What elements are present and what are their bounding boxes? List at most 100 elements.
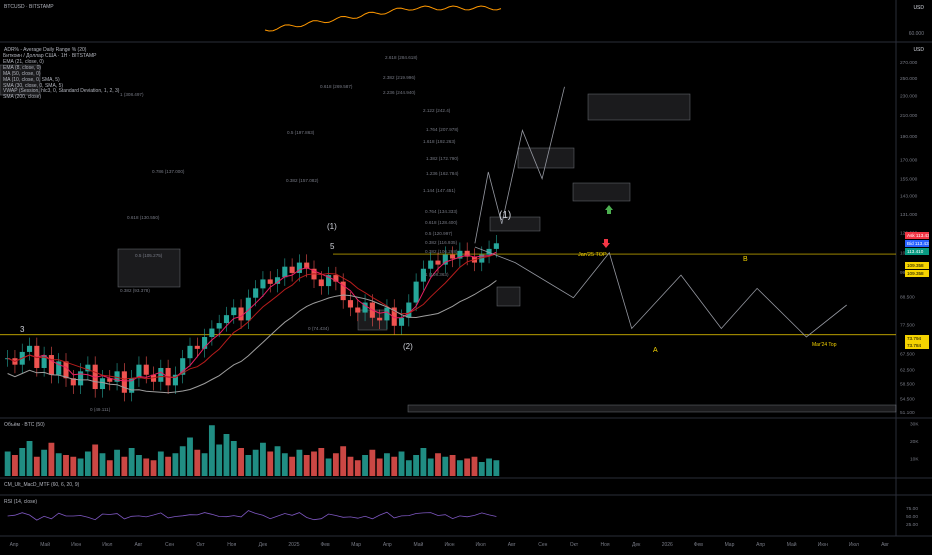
wave-2-label: (2) xyxy=(403,342,413,351)
candle-body-33 xyxy=(245,297,251,321)
price-axis-label-13: 77.500 xyxy=(900,322,915,328)
volume-bar-4 xyxy=(33,456,40,476)
volume-bar-8 xyxy=(63,455,69,476)
volume-bar-32 xyxy=(238,448,244,476)
volume-bar-62 xyxy=(456,460,463,476)
candle-body-45 xyxy=(333,275,339,282)
volume-bar-48 xyxy=(354,460,361,476)
candle-body-40 xyxy=(296,262,302,273)
candle-body-18 xyxy=(136,364,142,379)
volume-bar-5 xyxy=(41,449,48,476)
fib-label-23: 0 (49.111) xyxy=(90,407,111,412)
indicator-legend[interactable]: Биткоин / Доллар США · 1Н · BITSTAMP EMA… xyxy=(3,53,120,101)
volume-bar-45 xyxy=(332,453,339,476)
legend-ema-8[interactable]: EMA (8, close, 0) xyxy=(3,64,42,71)
volume-bar-35 xyxy=(260,442,266,476)
fib-label-15: 0.618 (130.550) xyxy=(127,215,160,220)
volume-bar-10 xyxy=(77,458,84,476)
volume-bar-19 xyxy=(143,458,150,476)
volume-bar-58 xyxy=(427,458,434,476)
volume-bar-28 xyxy=(208,425,215,476)
volume-bar-37 xyxy=(274,446,281,476)
currency-label-top[interactable]: USD xyxy=(913,5,924,11)
volume-bar-16 xyxy=(121,456,128,476)
legend-sma-30[interactable]: SMA (30, close, 0, SMA, 5) xyxy=(3,82,64,89)
fib-label-10: 0.382 (157.082) xyxy=(286,178,319,183)
red-arrow-icon xyxy=(602,239,610,248)
rsi-tick-1: 50.00 xyxy=(906,514,918,520)
candle-body-60 xyxy=(442,254,448,265)
volume-bar-11 xyxy=(84,451,91,476)
volume-bar-54 xyxy=(398,451,405,476)
fib-label-18: 1 (108.363) xyxy=(425,272,449,277)
time-axis-label-15: Июл xyxy=(476,542,486,548)
candle-body-23 xyxy=(172,374,178,386)
time-axis-label-23: Мар xyxy=(725,542,735,548)
volume-bar-67 xyxy=(493,460,500,476)
volume-bar-25 xyxy=(187,437,193,476)
volume-bar-33 xyxy=(245,455,252,476)
candle-body-17 xyxy=(129,378,135,393)
candle-body-52 xyxy=(384,307,390,321)
zone-target-2 xyxy=(572,182,631,202)
time-axis-label-24: Апр xyxy=(756,542,765,548)
price-tag-6: 73.784 xyxy=(905,342,929,349)
price-axis-label-3: 210.000 xyxy=(900,113,918,119)
zone-wave3 xyxy=(0,64,41,96)
price-axis-label-8: 131.000 xyxy=(900,212,918,218)
time-axis-label-28: Авг xyxy=(881,542,889,548)
volume-bar-51 xyxy=(376,458,383,476)
fib-label-17: 0.382 (116.935) xyxy=(425,240,458,245)
time-axis-label-2: Июн xyxy=(71,542,81,548)
wave-3-label: 3 xyxy=(20,325,25,334)
volume-bar-14 xyxy=(106,460,113,476)
ema-8-line xyxy=(7,251,497,382)
time-axis-label-16: Авг xyxy=(508,542,516,548)
volume-bar-52 xyxy=(384,453,390,476)
candle-body-57 xyxy=(420,268,426,282)
legend-sma-200[interactable]: SMA (200, close) xyxy=(3,94,42,101)
green-arrow-icon xyxy=(605,205,613,214)
candle-body-29 xyxy=(216,323,222,329)
candle-body-51 xyxy=(377,317,383,321)
price-tag-4: 109.358 xyxy=(905,270,929,277)
adr-panel-title[interactable]: ADR% - Average Daily Range % (20) xyxy=(4,47,87,53)
legend-ma-10[interactable]: MA (10, close, 0, SMA, 5) xyxy=(3,76,60,83)
candle-body-5 xyxy=(41,355,47,368)
candle-body-37 xyxy=(274,277,281,284)
volume-bar-66 xyxy=(486,458,492,476)
candle-body-14 xyxy=(107,378,113,382)
rsi-panel-title[interactable]: RSI (14, close) xyxy=(4,499,38,505)
volume-bar-15 xyxy=(114,449,120,476)
legend-ma-50[interactable]: MA (50, close, 0) xyxy=(3,70,41,77)
volume-bar-18 xyxy=(136,455,142,476)
legend-ema-21[interactable]: EMA (21, close, 0) xyxy=(3,58,44,65)
macd-panel-title[interactable]: CM_Ult_MacD_MTF (60, 6, 20, 9) xyxy=(4,482,80,488)
currency-label-main[interactable]: USD xyxy=(913,47,924,53)
candle-body-67 xyxy=(493,243,499,249)
time-axis-label-20: Дек xyxy=(632,542,641,548)
candle-body-61 xyxy=(450,254,456,259)
time-axis-label-5: Сен xyxy=(165,542,174,548)
price-tag-3: 109.358 xyxy=(905,262,929,269)
fib-label-8: 1.382 (172.790) xyxy=(426,156,459,161)
candle-body-6 xyxy=(48,355,54,375)
fib-label-0: 2.618 (284.618) xyxy=(385,55,418,60)
legend-vwap[interactable]: VWAP (Session, hlc3, 0, Standard Deviati… xyxy=(3,88,120,95)
fib-label-19: 0.5 (105.275) xyxy=(135,253,163,258)
candle-body-56 xyxy=(413,281,419,303)
time-axis-label-21: 2026 xyxy=(662,542,673,548)
price-axis-label-16: 58.500 xyxy=(900,382,915,388)
volume-bar-22 xyxy=(165,456,172,476)
volume-bar-0 xyxy=(4,451,11,476)
candle-body-63 xyxy=(464,250,470,257)
time-axis-label-4: Авг xyxy=(135,542,143,548)
candle-body-9 xyxy=(70,378,76,386)
time-axis-label-17: Сен xyxy=(538,542,547,548)
time-axis-label-18: Окт xyxy=(570,542,579,548)
volume-bar-64 xyxy=(471,456,478,476)
volume-panel-title[interactable]: Объём · BTC (50) xyxy=(4,422,45,428)
legend-main-symbol[interactable]: Биткоин / Доллар США · 1Н · BITSTAMP xyxy=(3,53,97,59)
